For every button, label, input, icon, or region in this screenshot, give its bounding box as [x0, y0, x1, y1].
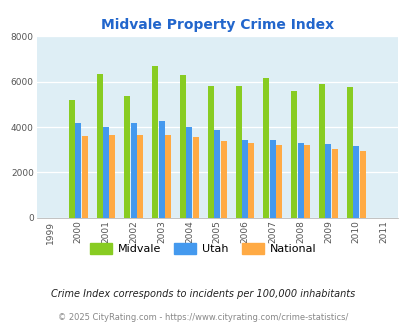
Bar	[213, 130, 220, 218]
Bar	[331, 148, 337, 218]
Bar	[248, 143, 254, 218]
Bar	[179, 75, 185, 218]
Text: Crime Index corresponds to incidents per 100,000 inhabitants: Crime Index corresponds to incidents per…	[51, 289, 354, 299]
Bar	[192, 137, 198, 218]
Bar	[130, 122, 136, 218]
Bar	[241, 140, 247, 218]
Bar	[103, 127, 109, 218]
Bar	[303, 145, 309, 218]
Bar	[263, 78, 269, 218]
Bar	[81, 136, 87, 218]
Title: Midvale Property Crime Index: Midvale Property Crime Index	[100, 18, 333, 32]
Bar	[137, 135, 143, 218]
Bar	[359, 151, 365, 218]
Bar	[235, 86, 241, 218]
Bar	[158, 121, 164, 218]
Legend: Midvale, Utah, National: Midvale, Utah, National	[85, 239, 320, 258]
Bar	[186, 127, 192, 218]
Bar	[164, 135, 171, 218]
Bar	[318, 84, 324, 218]
Bar	[352, 146, 358, 218]
Bar	[124, 96, 130, 218]
Bar	[96, 74, 102, 218]
Bar	[109, 135, 115, 218]
Bar	[275, 145, 281, 218]
Bar	[297, 143, 303, 218]
Text: © 2025 CityRating.com - https://www.cityrating.com/crime-statistics/: © 2025 CityRating.com - https://www.city…	[58, 313, 347, 322]
Bar	[220, 141, 226, 218]
Bar	[346, 87, 352, 218]
Bar	[152, 66, 158, 218]
Bar	[290, 91, 296, 218]
Bar	[68, 100, 75, 218]
Bar	[324, 144, 330, 218]
Bar	[207, 86, 213, 218]
Bar	[75, 122, 81, 218]
Bar	[269, 140, 275, 218]
